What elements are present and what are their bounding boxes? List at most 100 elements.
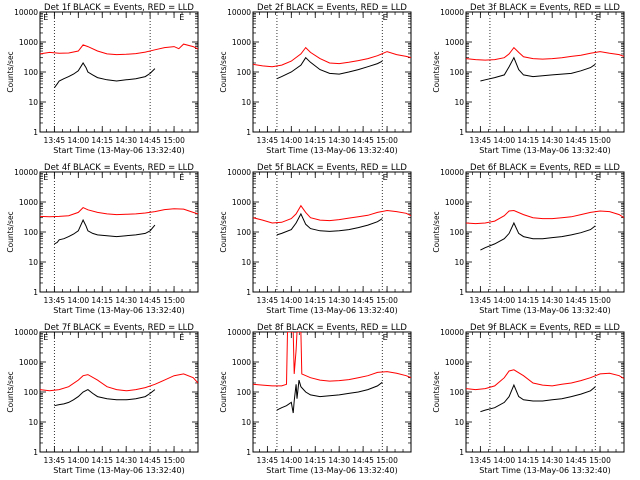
panel-det-3f: Det 3f BLACK = Events, RED = LLD 1 10 100 10…: [432, 3, 625, 155]
x-tick-label: 14:30: [541, 296, 563, 305]
y-tick-label: 1: [459, 448, 464, 457]
x-tick-label: 13:45: [257, 136, 279, 145]
series-events-line: [276, 379, 383, 414]
y-axis-label: Counts/sec: [219, 51, 228, 92]
y-axis-label: Counts/sec: [6, 211, 15, 252]
x-axis-label: Start Time (13-May-06 13:32:40): [53, 466, 184, 475]
y-tick-label: 1: [246, 288, 251, 297]
panel-det-4f: Det 4f BLACK = Events, RED = LLD 1 10 100 10…: [6, 163, 199, 315]
plot-frame: [39, 331, 199, 453]
y-tick-label: 100: [237, 388, 252, 397]
y-tick-label: 1000: [19, 358, 38, 367]
x-tick-label: 14:15: [304, 456, 326, 465]
event-marker: E: [179, 13, 184, 22]
y-tick-label: 1000: [232, 358, 251, 367]
series-lld-line: [466, 46, 624, 61]
plot-frame: [39, 171, 199, 293]
x-tick-label: 15:00: [163, 456, 185, 465]
x-tick-label: 14:15: [517, 456, 539, 465]
x-tick-label: 14:30: [115, 456, 137, 465]
x-tick-label: 14:30: [115, 136, 137, 145]
panel-det-8f: Det 8f BLACK = Events, RED = LLD 1 10 100 10…: [219, 323, 412, 475]
y-tick-label: 1000: [445, 358, 464, 367]
y-tick-label: 1000: [232, 38, 251, 47]
series-lld-line: [40, 43, 198, 56]
x-axis-label: Start Time (13-May-06 13:32:40): [53, 146, 184, 155]
event-marker: E: [179, 173, 184, 182]
event-marker: E: [383, 173, 388, 182]
x-tick-label: 14:30: [328, 456, 350, 465]
panel-title: Det 3f BLACK = Events, RED = LLD: [470, 3, 620, 13]
y-tick-label: 100: [450, 68, 465, 77]
event-marker: E: [179, 333, 184, 342]
y-tick-label: 1: [246, 448, 251, 457]
event-marker: E: [43, 173, 48, 182]
x-tick-label: 14:30: [328, 136, 350, 145]
y-tick-label: 10000: [227, 168, 251, 177]
x-tick-label: 14:15: [517, 136, 539, 145]
x-tick-label: 13:45: [470, 456, 492, 465]
x-tick-label: 14:00: [280, 456, 302, 465]
series-lld-line: [253, 332, 411, 387]
x-tick-label: 15:00: [163, 296, 185, 305]
y-tick-label: 10: [241, 98, 251, 107]
y-tick-label: 100: [237, 228, 252, 237]
y-tick-label: 10: [454, 258, 464, 267]
event-marker: E: [383, 13, 388, 22]
x-tick-label: 13:45: [44, 136, 66, 145]
y-axis-label: Counts/sec: [219, 371, 228, 412]
y-axis-label: Counts/sec: [432, 211, 441, 252]
x-tick-label: 15:00: [163, 136, 185, 145]
x-axis-label: Start Time (13-May-06 13:32:40): [53, 306, 184, 315]
x-tick-label: 14:00: [280, 136, 302, 145]
x-tick-label: 14:45: [565, 136, 587, 145]
x-tick-label: 14:45: [565, 456, 587, 465]
event-marker: E: [43, 333, 48, 342]
y-tick-label: 10000: [227, 328, 251, 337]
series-events-line: [276, 56, 383, 80]
x-tick-label: 15:00: [589, 456, 611, 465]
x-tick-label: 14:15: [304, 136, 326, 145]
x-tick-label: 14:15: [517, 296, 539, 305]
y-tick-label: 10000: [440, 8, 464, 17]
x-tick-label: 14:45: [352, 456, 374, 465]
event-marker: E: [596, 333, 601, 342]
y-axis-label: Counts/sec: [6, 51, 15, 92]
y-tick-label: 100: [24, 228, 39, 237]
y-axis-label: Counts/sec: [432, 371, 441, 412]
y-tick-label: 1: [246, 128, 251, 137]
x-tick-label: 14:45: [139, 136, 161, 145]
series-lld-line: [466, 369, 624, 391]
y-tick-label: 10: [454, 418, 464, 427]
y-tick-label: 10: [28, 258, 38, 267]
series-events-line: [276, 212, 383, 236]
y-tick-label: 1000: [445, 198, 464, 207]
panel-title: Det 8f BLACK = Events, RED = LLD: [257, 323, 407, 333]
x-tick-label: 15:00: [589, 136, 611, 145]
x-tick-label: 14:00: [67, 136, 89, 145]
x-tick-label: 13:45: [44, 456, 66, 465]
y-tick-label: 10000: [440, 328, 464, 337]
x-tick-label: 14:45: [352, 136, 374, 145]
x-tick-label: 14:15: [304, 296, 326, 305]
x-tick-label: 14:30: [541, 456, 563, 465]
y-tick-label: 10: [241, 258, 251, 267]
x-tick-label: 13:45: [257, 456, 279, 465]
y-tick-label: 10000: [14, 8, 38, 17]
x-tick-label: 13:45: [470, 296, 492, 305]
plot-frame: [39, 11, 199, 133]
y-tick-label: 10000: [14, 328, 38, 337]
y-tick-label: 1000: [19, 38, 38, 47]
y-tick-label: 100: [24, 68, 39, 77]
event-marker: E: [43, 13, 48, 22]
panel-title: Det 5f BLACK = Events, RED = LLD: [257, 163, 407, 173]
series-events-line: [54, 389, 156, 407]
panel-det-6f: Det 6f BLACK = Events, RED = LLD 1 10 100 10…: [432, 163, 625, 315]
y-tick-label: 10: [241, 418, 251, 427]
y-tick-label: 100: [237, 68, 252, 77]
panel-det-7f: Det 7f BLACK = Events, RED = LLD 1 10 100 10…: [6, 323, 199, 475]
x-axis-label: Start Time (13-May-06 13:32:40): [479, 146, 610, 155]
y-tick-label: 1: [33, 128, 38, 137]
x-tick-label: 14:00: [67, 456, 89, 465]
